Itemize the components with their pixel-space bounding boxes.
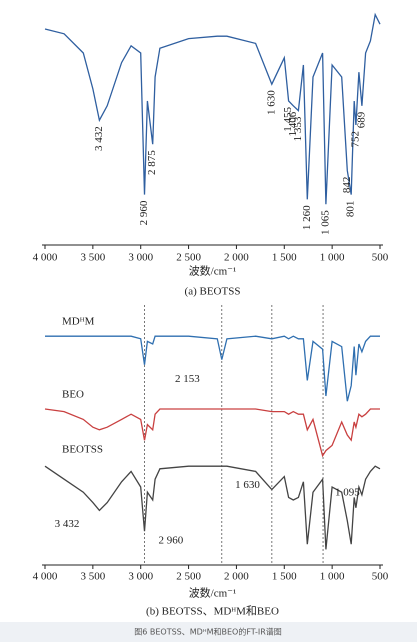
x-tick-label: 3 500	[80, 252, 105, 264]
peak-label: 2 960	[159, 535, 184, 547]
x-axis-label: 波数/cm⁻¹	[189, 265, 237, 278]
x-tick-label: 1 000	[320, 571, 345, 583]
peak-label: 1 353	[292, 116, 304, 141]
figure-caption: 图6 BEOTSS、MDᴴM和BEO的FT-IR谱图	[134, 627, 282, 637]
x-tick-label: 3 500	[80, 571, 105, 583]
series-label: BEOTSS	[62, 444, 103, 456]
peak-label: 3 432	[55, 518, 80, 530]
peak-label: 1 095	[335, 487, 360, 499]
x-axis-label: 波数/cm⁻¹	[189, 587, 237, 600]
chart-caption: (a) BEOTSS	[185, 286, 241, 298]
x-tick-label: 500	[372, 252, 389, 264]
x-tick-label: 1 500	[272, 571, 297, 583]
x-tick-label: 1 500	[272, 252, 297, 264]
peak-label: 1 455	[282, 107, 294, 132]
x-tick-label: 500	[372, 571, 389, 583]
caption-bar	[0, 622, 417, 642]
peak-label: 2 875	[146, 150, 158, 175]
peak-label: 3 432	[93, 126, 105, 151]
peak-label: 1 406	[287, 111, 299, 136]
peak-label: 1 065	[319, 210, 331, 235]
peak-label: 1 630	[265, 90, 277, 115]
peak-label: 689	[355, 111, 367, 128]
peak-label: 1 260	[301, 205, 313, 230]
x-tick-label: 2 500	[176, 571, 201, 583]
peak-label: 2 960	[138, 200, 150, 225]
x-tick-label: 4 000	[33, 252, 58, 264]
peak-label: 801	[345, 201, 357, 218]
peak-label: 842	[341, 177, 353, 194]
spectrum-line	[44, 408, 380, 458]
spectrum-line	[44, 12, 381, 205]
x-tick-label: 2 500	[176, 252, 201, 264]
spectrum-line	[44, 465, 381, 550]
spectrum-line	[45, 335, 380, 402]
chart-caption: (b) BEOTSS、MDᴴM和BEO	[146, 605, 279, 618]
series-label: BEO	[62, 389, 84, 401]
x-tick-label: 2 000	[224, 252, 249, 264]
x-tick-label: 4 000	[33, 571, 58, 583]
peak-label: 1 630	[235, 479, 260, 491]
series-label: MDᴴM	[62, 316, 95, 328]
x-tick-label: 2 000	[224, 571, 249, 583]
x-tick-label: 3 000	[128, 571, 153, 583]
x-tick-label: 3 000	[128, 252, 153, 264]
peak-label: 2 153	[175, 373, 200, 385]
x-tick-label: 1 000	[320, 252, 345, 264]
peak-label: 752	[349, 131, 361, 148]
